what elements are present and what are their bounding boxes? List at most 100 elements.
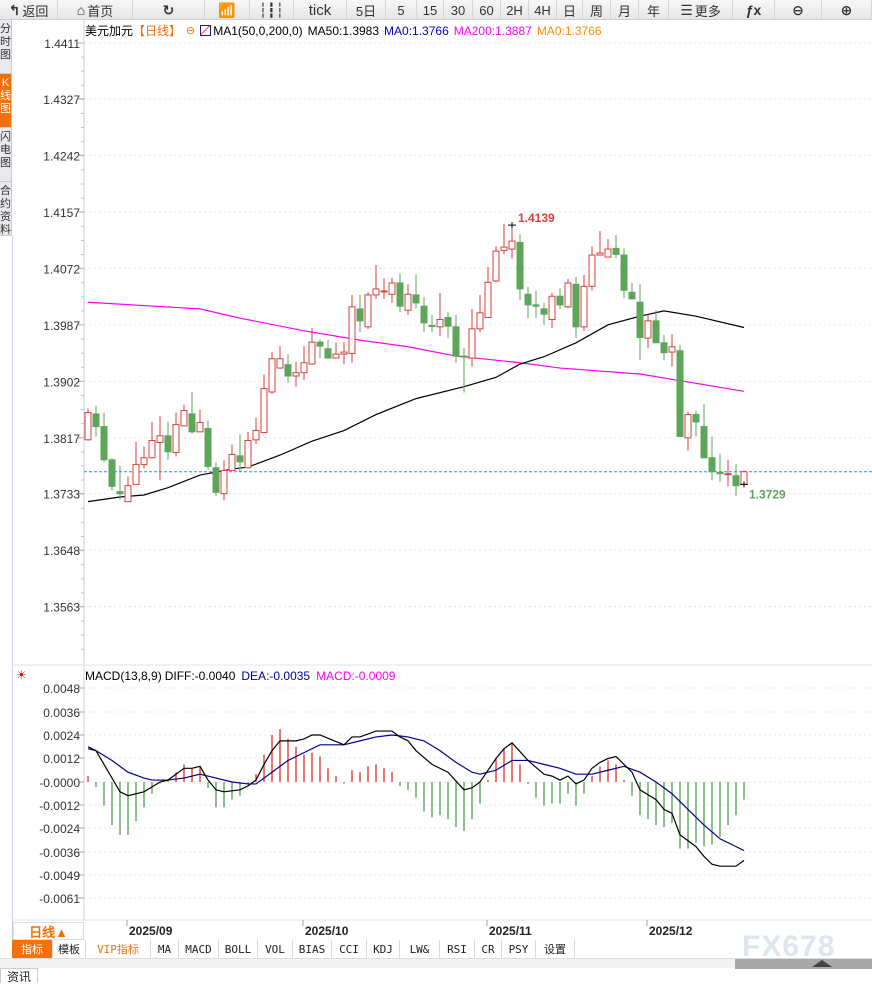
toolbar-button-年[interactable]: 年: [639, 0, 669, 20]
candle-body: [180, 410, 188, 427]
x-tick-label: 2025/12: [649, 924, 693, 938]
toolbar-button-日[interactable]: 日: [557, 0, 583, 20]
toolbar-button-月[interactable]: 月: [611, 0, 639, 20]
indicator-tab-MACD[interactable]: MACD: [179, 940, 219, 958]
toolbar-button-2H[interactable]: 2H: [501, 0, 529, 20]
candle-body: [196, 422, 204, 433]
candle: [276, 346, 284, 369]
main-legend: 美元加元 【日线】 ⊖ MA1(50,0,200,0) MA50:1.3983 …: [85, 22, 602, 39]
toolbar-button-tick[interactable]: tick: [294, 0, 347, 20]
candle-body: [356, 308, 364, 322]
candle: [364, 292, 372, 329]
candle: [500, 223, 508, 255]
candle: [660, 334, 668, 361]
indicator-tab-MA[interactable]: MA: [151, 940, 179, 958]
candle-body: [516, 241, 524, 290]
toolbar-button-label: 日: [562, 3, 576, 19]
candle-body: [156, 435, 164, 443]
y-tick-label: 1.4411: [44, 37, 80, 51]
toolbar-button-5[interactable]: 5: [386, 0, 417, 20]
indicator-tab-CR[interactable]: CR: [475, 940, 502, 958]
candle: [572, 276, 580, 339]
indicator-tab-VOL[interactable]: VOL: [258, 940, 293, 958]
candle-body: [468, 328, 476, 359]
side-tab-0[interactable]: 分时图: [0, 20, 11, 74]
candle: [620, 248, 628, 299]
indicator-tab-RSI[interactable]: RSI: [440, 940, 475, 958]
collapse-up-icon[interactable]: [812, 960, 832, 967]
macd-y-tick-label: 0.0036: [43, 706, 80, 720]
tab-news[interactable]: 资讯: [0, 968, 38, 984]
candle-body: [388, 282, 396, 295]
candle-body: [236, 455, 244, 463]
candle-body: [452, 326, 460, 357]
indicator-tab-CCI[interactable]: CCI: [332, 940, 367, 958]
candle-body: [372, 288, 380, 296]
candle: [532, 290, 540, 319]
collapse-bar[interactable]: [0, 958, 872, 969]
candle-body: [404, 293, 412, 311]
candle-body: [620, 254, 628, 291]
candle-body: [692, 414, 700, 423]
indicator-tab-VIP指标[interactable]: VIP指标: [86, 940, 151, 958]
side-tab-3[interactable]: 合约资料: [0, 182, 11, 236]
toolbar-button-label: 首页: [87, 3, 114, 19]
toolbar-button-5日[interactable]: 5日: [347, 0, 386, 20]
indicator-tab-指标[interactable]: 指标: [12, 940, 53, 958]
macd-y-tick-label: -0.0049: [39, 869, 80, 883]
candle: [340, 342, 348, 365]
candle: [676, 344, 684, 438]
candle-body: [268, 358, 276, 393]
toolbar-button-zoom-out[interactable]: ⊖: [775, 0, 822, 20]
candle: [188, 391, 196, 434]
toolbar-button-周[interactable]: 周: [583, 0, 611, 20]
candle-body: [324, 348, 332, 359]
min-price-label: 1.3729: [749, 487, 786, 501]
indicator-tab-设置[interactable]: 设置: [536, 940, 575, 958]
toolbar-button-返回[interactable]: ↰ 返回: [0, 0, 58, 20]
y-tick-label: 1.3902: [43, 375, 80, 389]
candle-body: [84, 412, 92, 441]
toolbar-button-首页[interactable]: ⌂ 首页: [58, 0, 133, 20]
candle-body: [500, 246, 508, 251]
indicator-tab-模板[interactable]: 模板: [53, 940, 86, 958]
candle-body: [716, 471, 724, 475]
toolbar-button-candlestick[interactable]: ┆┇┆: [250, 0, 294, 20]
indicator-tab-LW&[interactable]: LW&: [400, 940, 440, 958]
candle-body: [348, 306, 356, 354]
indicator-tab-BIAS[interactable]: BIAS: [293, 940, 332, 958]
macd-settings-icon[interactable]: ☀: [16, 668, 27, 682]
candle-body: [308, 341, 316, 365]
candle-body: [636, 301, 644, 338]
side-tab-1[interactable]: K线图: [0, 74, 11, 128]
toolbar-button-60[interactable]: 60: [473, 0, 501, 20]
candle: [244, 431, 252, 469]
toolbar-button-refresh[interactable]: ↻: [133, 0, 205, 20]
candle: [652, 310, 660, 344]
max-marker: [508, 222, 516, 229]
candle-body: [300, 362, 308, 374]
indicator-tab-KDJ[interactable]: KDJ: [367, 940, 400, 958]
period-selector[interactable]: 日线▲: [13, 922, 84, 940]
candle: [292, 362, 300, 387]
y-tick-label: 1.3563: [43, 601, 80, 615]
toolbar-button-fx-formula[interactable]: ƒx: [733, 0, 775, 20]
candle-body: [660, 342, 668, 354]
side-tab-2[interactable]: 闪电图: [0, 128, 11, 182]
candle-body: [460, 355, 468, 358]
toolbar-button-更多[interactable]: ☰ 更多: [669, 0, 733, 20]
zoom-out-icon: ⊖: [792, 1, 804, 18]
toolbar-button-line-chart[interactable]: 📶: [205, 0, 250, 20]
candle: [668, 334, 676, 367]
indicator-tab-BOLL[interactable]: BOLL: [219, 940, 258, 958]
settings-circle-icon[interactable]: ⊖: [186, 25, 196, 37]
toolbar-button-30[interactable]: 30: [444, 0, 473, 20]
toolbar-button-4H[interactable]: 4H: [529, 0, 557, 20]
indicator-chart-icon[interactable]: [200, 25, 212, 36]
candle: [348, 294, 356, 363]
y-tick-label: 1.4327: [43, 93, 80, 107]
candle-body: [676, 350, 684, 438]
indicator-tab-PSY[interactable]: PSY: [502, 940, 536, 958]
toolbar-button-15[interactable]: 15: [417, 0, 444, 20]
